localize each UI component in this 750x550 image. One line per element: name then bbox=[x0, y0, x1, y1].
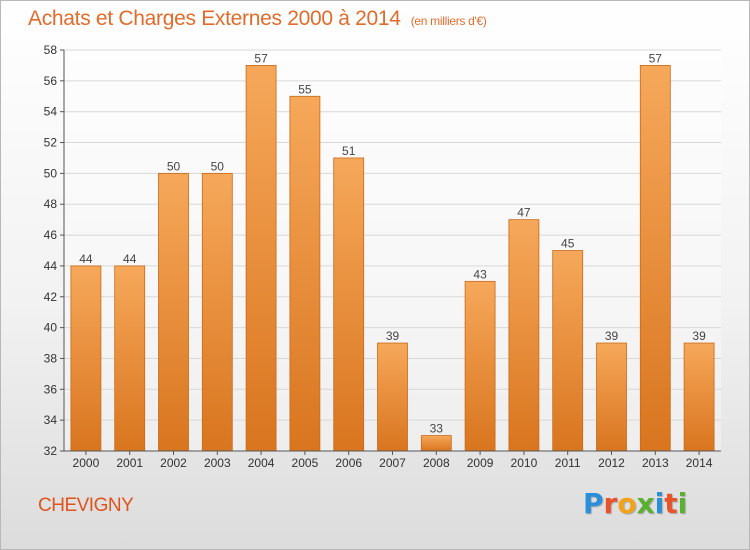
logo-letter: r bbox=[603, 487, 618, 520]
x-tick-label: 2000 bbox=[73, 456, 100, 470]
logo-letter: t bbox=[664, 487, 678, 520]
x-tick-label: 2007 bbox=[379, 456, 406, 470]
data-label: 39 bbox=[386, 329, 400, 343]
data-label: 44 bbox=[123, 252, 137, 266]
data-label: 55 bbox=[298, 82, 312, 96]
y-tick-label: 40 bbox=[44, 321, 58, 335]
y-tick-label: 50 bbox=[44, 166, 58, 180]
y-tick-label: 36 bbox=[44, 382, 58, 396]
bar bbox=[289, 95, 321, 452]
logo-letter: i bbox=[654, 487, 665, 520]
logo-letter: o bbox=[617, 487, 637, 520]
logo-letter: P bbox=[583, 487, 604, 520]
bar bbox=[464, 280, 496, 452]
y-tick-label: 32 bbox=[44, 444, 58, 458]
x-tick-label: 2006 bbox=[335, 456, 362, 470]
y-tick-label: 34 bbox=[44, 413, 58, 427]
bar bbox=[377, 342, 408, 452]
x-tick-label: 2003 bbox=[204, 456, 231, 470]
y-tick-label: 46 bbox=[44, 228, 58, 242]
proxiti-logo: Proxiti bbox=[583, 487, 687, 520]
bar bbox=[70, 265, 102, 452]
x-tick-label: 2004 bbox=[248, 456, 275, 470]
chart-title: Achats et Charges Externes 2000 à 2014 (e… bbox=[28, 7, 487, 31]
x-tick-label: 2010 bbox=[511, 456, 538, 470]
data-label: 33 bbox=[430, 422, 444, 436]
data-label: 39 bbox=[692, 329, 706, 343]
y-tick-label: 52 bbox=[44, 136, 58, 150]
data-label: 50 bbox=[211, 159, 225, 173]
chart-title-text: Achats et Charges Externes 2000 à 2014 bbox=[28, 7, 401, 30]
bar bbox=[201, 172, 233, 452]
data-label: 43 bbox=[473, 267, 487, 281]
data-label: 57 bbox=[254, 51, 268, 65]
bar bbox=[639, 65, 671, 452]
x-tick-label: 2008 bbox=[423, 456, 450, 470]
y-tick-label: 54 bbox=[44, 105, 58, 119]
y-tick-label: 38 bbox=[44, 351, 58, 365]
x-tick-label: 2014 bbox=[686, 456, 713, 470]
y-tick-label: 44 bbox=[44, 259, 58, 273]
x-tick-label: 2002 bbox=[160, 456, 187, 470]
data-label: 57 bbox=[649, 51, 663, 65]
y-tick-label: 48 bbox=[44, 197, 58, 211]
data-label: 39 bbox=[605, 329, 619, 343]
x-tick-label: 2011 bbox=[555, 456, 581, 470]
bar bbox=[552, 250, 584, 452]
x-tick-label: 2009 bbox=[467, 456, 494, 470]
bar bbox=[114, 265, 146, 452]
data-label: 47 bbox=[517, 206, 531, 220]
data-label: 51 bbox=[342, 144, 356, 158]
bar bbox=[333, 157, 365, 452]
data-label: 50 bbox=[167, 159, 181, 173]
y-tick-label: 58 bbox=[44, 43, 58, 57]
location-label: CHEVIGNY bbox=[38, 495, 134, 516]
bar bbox=[245, 65, 277, 452]
chart-subtitle: (en milliers d'€) bbox=[410, 14, 487, 28]
bar bbox=[508, 219, 540, 452]
bar bbox=[596, 342, 627, 452]
x-tick-label: 2005 bbox=[292, 456, 319, 470]
y-tick-label: 42 bbox=[44, 290, 58, 304]
x-tick-label: 2012 bbox=[598, 456, 625, 470]
y-tick-label: 56 bbox=[44, 74, 58, 88]
logo-letter: x bbox=[636, 487, 655, 520]
x-tick-label: 2001 bbox=[116, 456, 143, 470]
logo-letter: i bbox=[677, 487, 688, 520]
bar bbox=[683, 342, 715, 452]
bar bbox=[420, 435, 452, 452]
data-label: 44 bbox=[79, 252, 93, 266]
data-label: 45 bbox=[561, 237, 575, 251]
x-tick-label: 2013 bbox=[642, 456, 669, 470]
bar bbox=[158, 172, 189, 452]
